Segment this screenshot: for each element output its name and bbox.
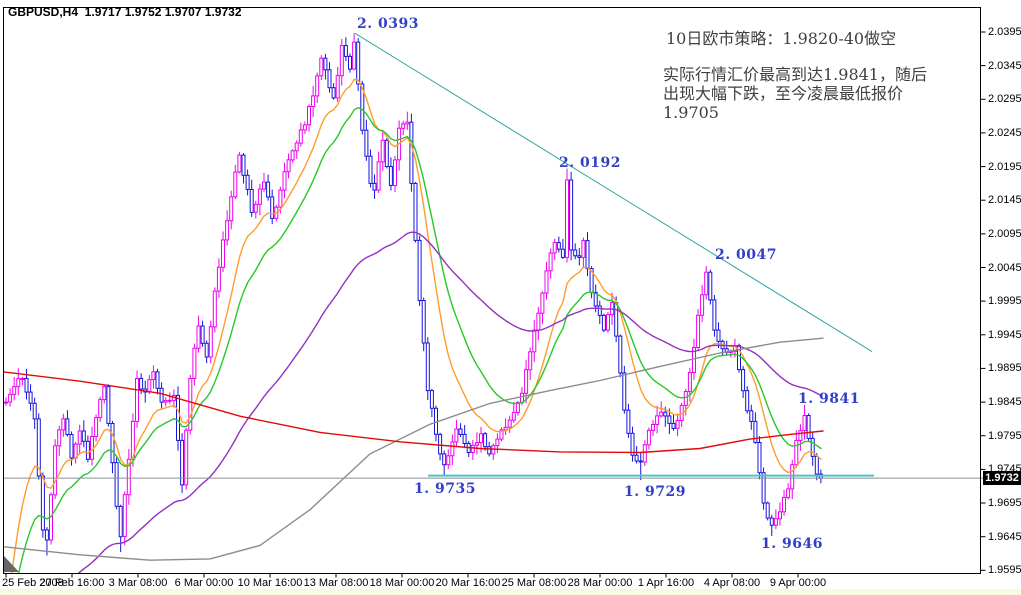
bottom-strip xyxy=(0,589,1021,595)
annotation-review-line1: 实际行情汇价最高到达1.9841，随后 xyxy=(663,65,927,84)
x-axis-tick-label: 20 Mar 16:00 xyxy=(435,577,501,589)
swing-price-label: 1. 9735 xyxy=(414,481,476,497)
y-axis-tick-label: 1.9695 xyxy=(988,497,1021,509)
ma-longest-red xyxy=(4,371,824,454)
y-axis-tick-label: 1.9945 xyxy=(988,329,1021,341)
annotation-review-line3: 1.9705 xyxy=(663,103,719,122)
ma-medium-green xyxy=(18,106,822,573)
y-axis-tick-label: 1.9645 xyxy=(988,531,1021,543)
ma-slow-purple xyxy=(77,231,822,573)
swing-price-label: 2. 0393 xyxy=(357,16,419,32)
y-axis-tick-label: 2.0295 xyxy=(988,93,1021,105)
x-axis-tick-label: 25 Feb 2008 xyxy=(2,577,64,589)
y-axis-tick-label: 2.0345 xyxy=(988,60,1021,72)
current-price-box: 1.9732 xyxy=(983,471,1021,485)
y-axis-tick-label: 2.0245 xyxy=(988,127,1021,139)
x-axis-tick-label: 4 Apr 08:00 xyxy=(703,577,761,589)
candlestick-layer xyxy=(4,33,823,556)
y-axis-tick-label: 2.0395 xyxy=(988,26,1021,38)
x-axis-tick-label: 25 Mar 08:00 xyxy=(501,577,567,589)
annotation-review-line2: 出现大幅下跌，至今凌晨最低报价 xyxy=(663,84,904,103)
x-axis-tick-label: 28 Mar 00:00 xyxy=(567,577,633,589)
y-axis-tick-label: 1.9845 xyxy=(988,396,1021,408)
descending-trendline[interactable] xyxy=(354,32,873,353)
x-axis-tick-label: 10 Mar 16:00 xyxy=(237,577,303,589)
y-axis-tick-label: 2.0045 xyxy=(988,262,1021,274)
chart-title-ohlc: GBPUSD,H4 1.9717 1.9752 1.9707 1.9732 xyxy=(8,5,242,19)
x-axis-tick-label: 3 Mar 08:00 xyxy=(108,577,168,589)
chart-frame xyxy=(3,7,981,574)
y-axis-tick-label: 1.9795 xyxy=(988,430,1021,442)
y-axis-tick-label: 1.9595 xyxy=(988,564,1021,576)
swing-price-label: 1. 9646 xyxy=(761,536,823,552)
y-axis-tick-label: 1.9995 xyxy=(988,295,1021,307)
swing-price-label: 2. 0192 xyxy=(559,155,621,171)
scroll-marker-triangle xyxy=(4,556,19,572)
y-axis-tick-label: 2.0195 xyxy=(988,161,1021,173)
y-axis-tick-label: 1.9895 xyxy=(988,362,1021,374)
annotation-review-text: 实际行情汇价最高到达1.9841，随后 出现大幅下跌，至今凌晨最低报价 1.97… xyxy=(663,65,993,122)
x-axis-tick-label: 9 Apr 00:00 xyxy=(769,577,827,589)
moving-averages-layer xyxy=(4,78,824,573)
ma-long-gray xyxy=(4,337,824,561)
ma-fast-orange xyxy=(11,78,822,573)
y-axis-tick-label: 2.0145 xyxy=(988,194,1021,206)
swing-price-label: 1. 9841 xyxy=(798,391,860,407)
x-axis-tick-label: 1 Apr 16:00 xyxy=(637,577,695,589)
swing-price-label: 2. 0047 xyxy=(715,247,777,263)
x-axis-tick-label: 6 Mar 00:00 xyxy=(174,577,234,589)
current-price-value: 1.9732 xyxy=(985,472,1019,484)
x-axis-tick-label: 27 Feb 16:00 xyxy=(39,577,105,589)
y-axis-tick-label: 2.0095 xyxy=(988,228,1021,240)
swing-price-label: 1. 9729 xyxy=(624,484,686,500)
x-axis-tick-label: 13 Mar 08:00 xyxy=(303,577,369,589)
annotation-strategy-text: 10日欧市策略：1.9820-40做空 xyxy=(666,29,897,48)
x-axis-tick-label: 18 Mar 00:00 xyxy=(369,577,435,589)
